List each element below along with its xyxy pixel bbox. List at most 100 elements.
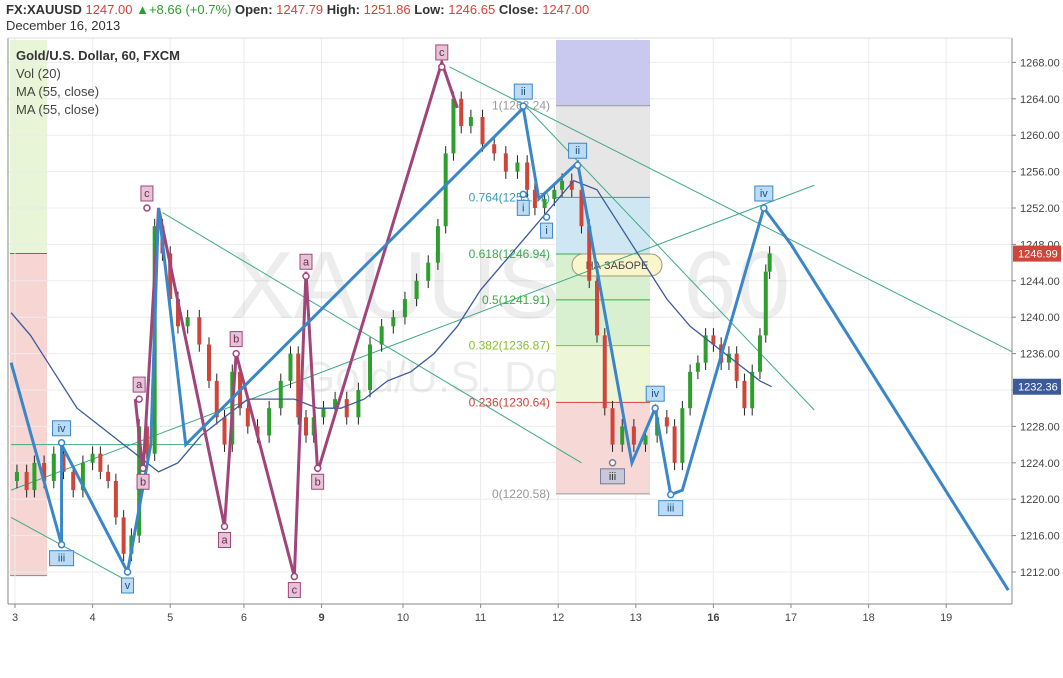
- wave-label: iii: [667, 503, 674, 515]
- x-tick-label: 11: [475, 612, 486, 624]
- wave-label-box: [121, 577, 135, 594]
- wave-label-box: [600, 468, 626, 485]
- wave-point: [139, 464, 147, 473]
- wave-label: ii: [521, 86, 526, 98]
- candle-body: [587, 226, 592, 281]
- legend-item-ma-2[interactable]: MA (55, close): [16, 102, 100, 117]
- candle-body: [106, 471, 111, 481]
- candle-body: [288, 353, 293, 381]
- candle-body: [113, 481, 118, 518]
- candle-body: [695, 362, 700, 372]
- candle-body: [643, 435, 648, 445]
- candle-body: [468, 117, 473, 127]
- candle-body: [742, 380, 747, 409]
- wave-label-box: [229, 331, 243, 348]
- candle-body: [631, 426, 636, 445]
- symbol-label: FX:XAUUSD: [6, 2, 82, 17]
- candle-body: [296, 353, 301, 418]
- wave-point: [123, 568, 132, 576]
- fib-level-label: 0.5(1241.91): [482, 293, 550, 307]
- wave-label: a: [303, 256, 310, 268]
- chart-header: FX:XAUUSD 1247.00 ▲+8.66 (+0.7%) Open: 1…: [6, 2, 589, 17]
- candle-body: [14, 471, 19, 481]
- candle-body: [426, 262, 431, 281]
- candle-body: [321, 408, 326, 418]
- x-tick-label: 16: [707, 612, 719, 624]
- wave-label: iv: [651, 388, 659, 400]
- fib-zone-top: [556, 40, 650, 106]
- price-badge: [1013, 378, 1061, 395]
- chart-date: December 16, 2013: [6, 18, 121, 33]
- candle-body: [459, 98, 464, 127]
- wave-point: [135, 395, 143, 403]
- candle-body: [620, 426, 625, 445]
- candle-body: [278, 380, 283, 409]
- candle-body: [42, 462, 47, 481]
- x-tick-label: 19: [940, 612, 952, 624]
- wave-label-box: [132, 376, 146, 393]
- candle-body: [602, 335, 607, 409]
- candle-body: [333, 399, 338, 409]
- left-green-zone: [10, 40, 47, 255]
- candle-body: [525, 162, 530, 190]
- wave-point: [143, 204, 151, 212]
- candle-body: [344, 399, 349, 418]
- wave-label: v: [125, 580, 131, 592]
- wave-label-box: [287, 582, 301, 599]
- wave-label-box: [136, 473, 150, 490]
- y-tick-label: 1228.00: [1020, 421, 1060, 433]
- close-label: Close:: [498, 2, 539, 17]
- legend-item-ma-1[interactable]: MA (55, close): [16, 84, 100, 99]
- wave-label: b: [315, 476, 321, 488]
- wave-point: [542, 213, 551, 221]
- legend-item-vol[interactable]: Vol (20): [16, 66, 61, 81]
- wave-label: iv: [58, 423, 66, 435]
- wave-label-box: [540, 222, 554, 239]
- price-badge-label: 1232.36: [1018, 382, 1058, 394]
- low-label: Low:: [414, 2, 445, 17]
- wave-label: b: [233, 334, 239, 346]
- wave-point: [232, 349, 240, 358]
- candle-body: [672, 426, 677, 463]
- wave-label: c: [439, 47, 445, 59]
- y-tick-label: 1268.00: [1020, 57, 1060, 69]
- wave-label: ii: [575, 145, 580, 157]
- wave-point: [519, 102, 528, 110]
- x-tick-label: 5: [167, 612, 173, 624]
- candle-body: [680, 408, 685, 463]
- fib-level-label: 0(1220.58): [492, 487, 550, 501]
- candle-body: [763, 271, 768, 336]
- candle-body: [304, 417, 308, 436]
- low-value: 1246.65: [448, 2, 496, 17]
- candle-body: [207, 344, 211, 381]
- candle-body: [757, 335, 762, 372]
- candle-body: [451, 98, 456, 154]
- candle-body: [245, 408, 250, 427]
- wave-label-box: [568, 142, 588, 159]
- wave-label-box: [218, 532, 232, 548]
- candle-body: [703, 335, 708, 363]
- fib-level-label: 0.382(1236.87): [469, 339, 550, 353]
- trendline: [449, 66, 1013, 353]
- wave-label: iii: [609, 471, 616, 483]
- trendline: [162, 212, 582, 464]
- wave-point: [760, 204, 768, 212]
- trendline: [10, 516, 128, 582]
- candle-body: [664, 417, 669, 427]
- candle-body: [267, 408, 272, 436]
- wave-purple-line: [133, 57, 459, 577]
- wave-label: iv: [760, 188, 768, 200]
- fib-zone-2: [556, 197, 650, 255]
- candle-body: [414, 280, 419, 299]
- candle-body: [402, 299, 407, 318]
- watermark-main: XAUUSD, 60: [230, 232, 790, 339]
- candle-body: [185, 317, 190, 327]
- wave-point: [302, 272, 310, 280]
- x-tick-label: 3: [12, 612, 18, 624]
- candle-body: [750, 371, 755, 409]
- wave-label: a: [221, 535, 228, 547]
- candle-body: [98, 453, 103, 472]
- candle-body: [435, 226, 440, 263]
- wave-point: [438, 63, 446, 71]
